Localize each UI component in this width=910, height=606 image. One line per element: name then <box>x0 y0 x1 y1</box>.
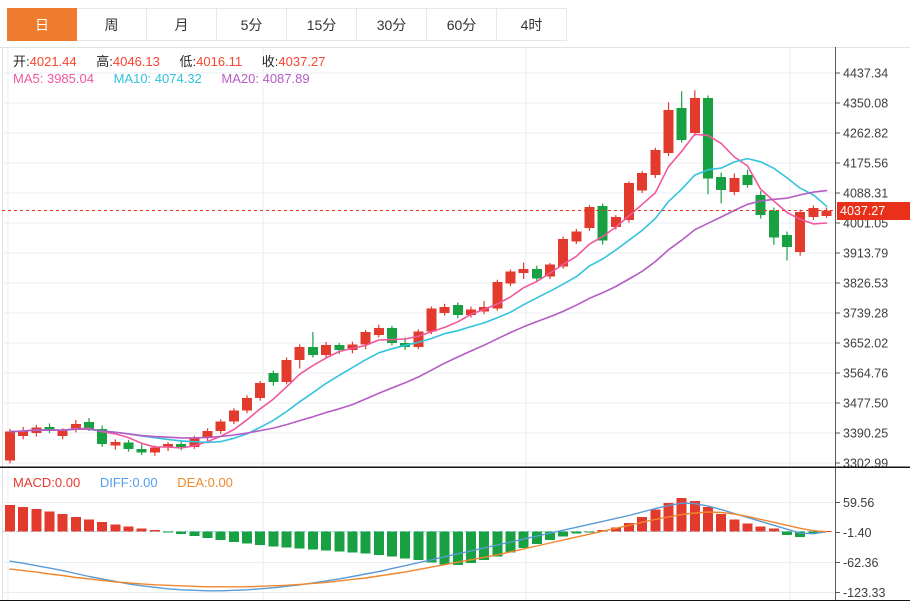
svg-text:4088.31: 4088.31 <box>843 187 888 201</box>
ma5-label: MA5: <box>13 71 47 86</box>
tab-60min[interactable]: 60分 <box>427 8 497 41</box>
tab-day[interactable]: 日 <box>7 8 77 41</box>
tab-5min[interactable]: 5分 <box>217 8 287 41</box>
low-label: 低: <box>179 54 197 69</box>
timeframe-tabs: 日 周 月 5分 15分 30分 60分 4时 <box>7 8 567 41</box>
svg-text:4001.05: 4001.05 <box>843 217 888 231</box>
svg-text:59.56: 59.56 <box>843 496 874 510</box>
ma10-value: 4074.32 <box>154 71 202 86</box>
svg-text:-123.33: -123.33 <box>843 586 885 600</box>
svg-text:-62.36: -62.36 <box>843 556 878 570</box>
macd-indicator-chart[interactable]: 59.56 -1.40 -62.36 -123.33 <box>0 468 910 606</box>
ma5-value: 3985.04 <box>46 71 94 86</box>
tab-30min[interactable]: 30分 <box>357 8 427 41</box>
low-value: 4016.11 <box>196 54 243 69</box>
ma20-value: 4087.89 <box>262 71 310 86</box>
svg-text:4437.34: 4437.34 <box>843 67 888 81</box>
svg-text:3302.99: 3302.99 <box>843 457 888 468</box>
ohlc-readout: 开:4021.44 高:4046.13 低:4016.11 收:4037.27 <box>13 51 341 70</box>
close-value: 4037.27 <box>278 54 326 69</box>
tab-4hour[interactable]: 4时 <box>497 8 567 41</box>
open-value: 4021.44 <box>29 54 77 69</box>
ma-readout: MA5: 3985.04 MA10: 4074.32 MA20: 4087.89 <box>13 71 326 86</box>
diff-value: 0.00 <box>132 475 158 490</box>
last-price-tag: 4037.27 <box>837 202 910 220</box>
open-label: 开: <box>13 54 30 69</box>
diff-label: DIFF: <box>99 475 133 490</box>
svg-text:3739.28: 3739.28 <box>843 307 888 321</box>
dea-value: 0.00 <box>207 475 233 490</box>
dea-label: DEA: <box>177 475 208 490</box>
svg-text:4350.08: 4350.08 <box>843 97 888 111</box>
tab-month[interactable]: 月 <box>147 8 217 41</box>
ma10-label: MA10: <box>113 71 155 86</box>
svg-text:4175.56: 4175.56 <box>843 157 888 171</box>
svg-text:4262.82: 4262.82 <box>843 127 888 141</box>
svg-text:3826.53: 3826.53 <box>843 277 888 291</box>
svg-text:3913.79: 3913.79 <box>843 247 888 261</box>
macd-value: 0.00 <box>54 475 81 490</box>
close-label: 收: <box>261 54 279 69</box>
macd-label: MACD: <box>13 475 55 490</box>
tab-week[interactable]: 周 <box>77 8 147 41</box>
macd-readout: MACD:0.00 DIFF:0.00 DEA:0.00 <box>13 475 249 490</box>
main-candlestick-chart[interactable]: 4437.34 4350.08 4262.82 4175.56 4088.31 4001.… <box>0 47 910 468</box>
tab-15min[interactable]: 15分 <box>287 8 357 41</box>
svg-text:3477.50: 3477.50 <box>843 397 888 411</box>
svg-text:3652.02: 3652.02 <box>843 337 888 351</box>
svg-text:-1.40: -1.40 <box>843 526 872 540</box>
high-value: 4046.13 <box>112 54 160 69</box>
svg-text:3564.76: 3564.76 <box>843 367 888 381</box>
svg-text:3390.25: 3390.25 <box>843 427 888 441</box>
high-label: 高: <box>96 54 113 69</box>
ma20-label: MA20: <box>221 71 263 86</box>
